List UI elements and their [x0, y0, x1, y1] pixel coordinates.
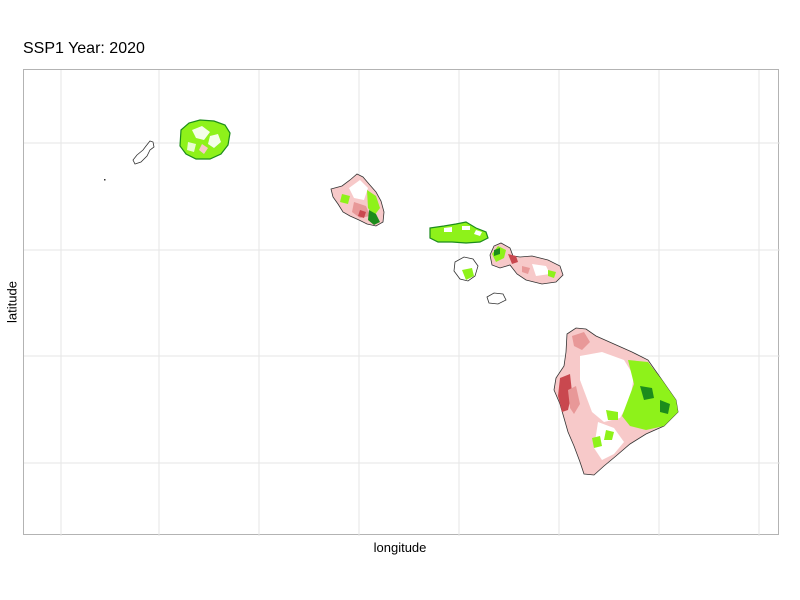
y-axis-label-wrap: latitude — [4, 281, 20, 323]
map-canvas — [24, 70, 780, 536]
map-panel — [23, 69, 780, 536]
island-hawaii — [553, 327, 679, 476]
gridlines — [24, 70, 780, 536]
island-kahoolawe — [486, 292, 507, 305]
map-title: SSP1 Year: 2020 — [23, 40, 145, 57]
island-maui — [489, 242, 564, 285]
island-kauai — [179, 119, 231, 160]
island-oahu — [330, 173, 385, 227]
x-axis-label: longitude — [373, 540, 427, 555]
island-molokai — [429, 221, 489, 244]
y-axis-label: latitude — [4, 281, 20, 323]
island-niihau — [104, 140, 155, 181]
island-lanai — [453, 256, 479, 282]
